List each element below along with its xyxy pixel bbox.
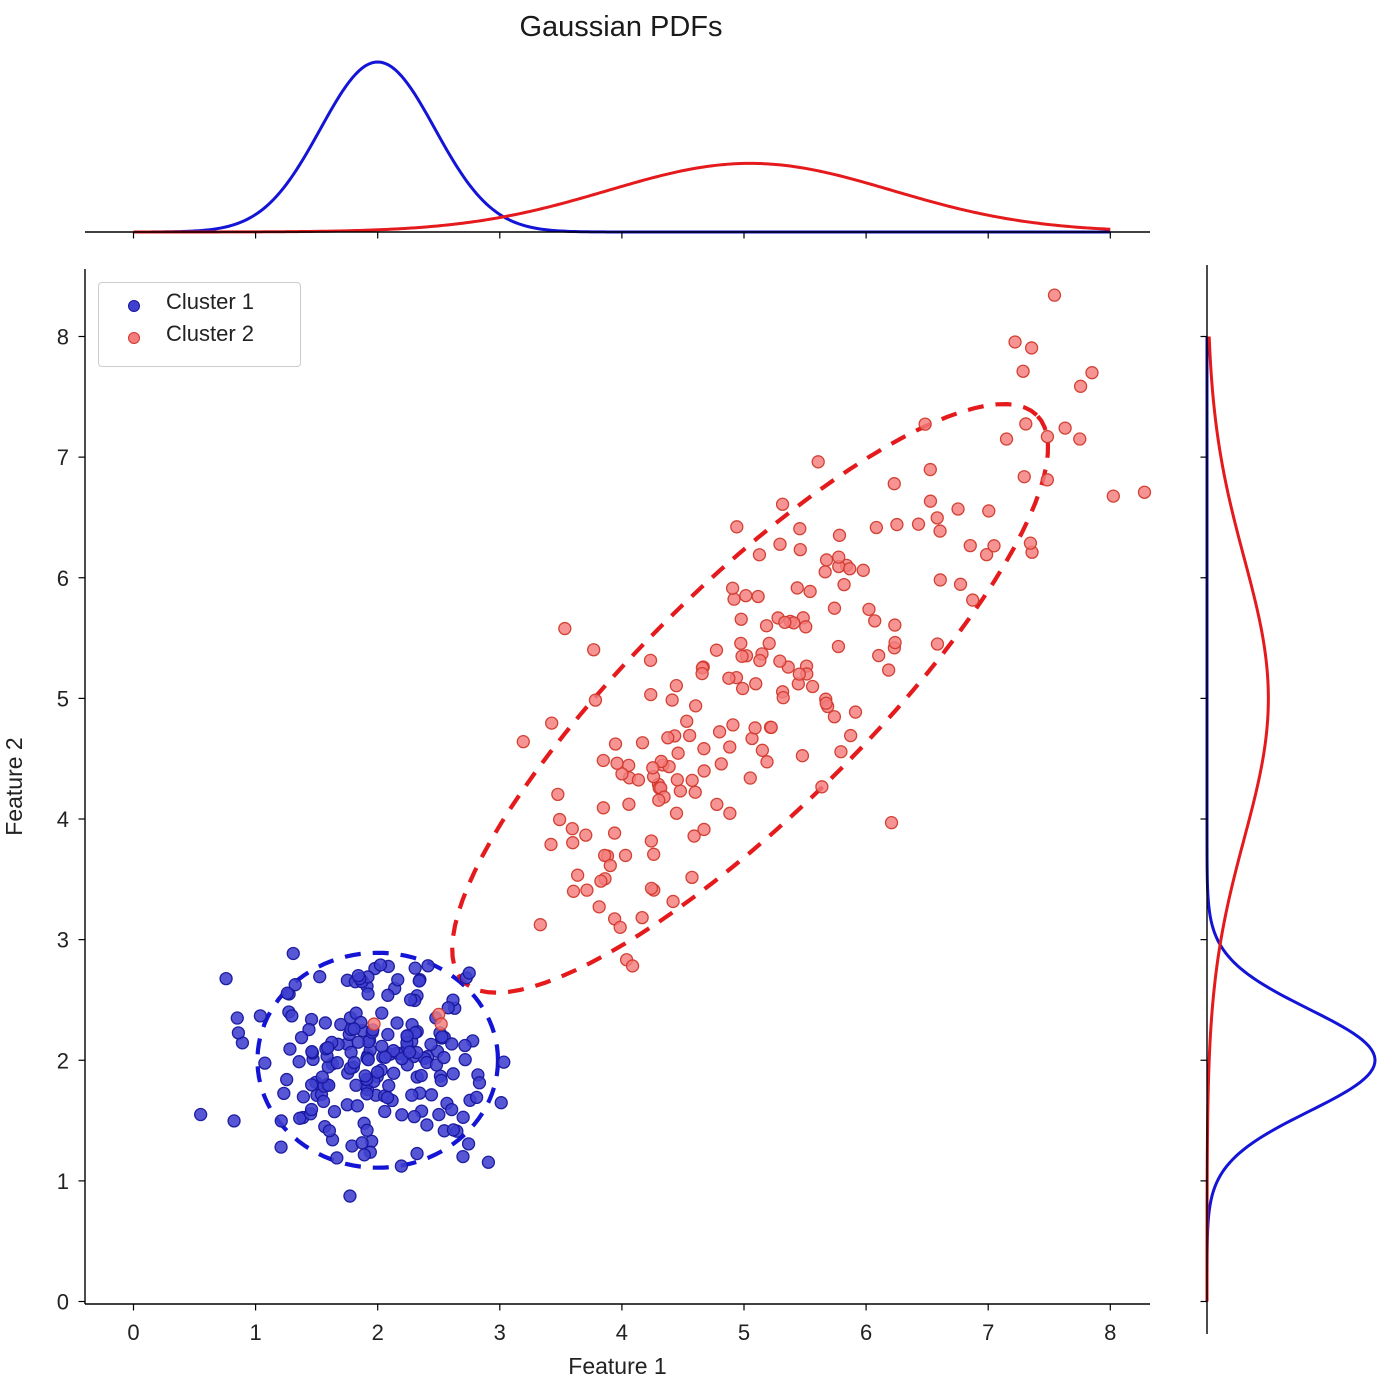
svg-text:Feature 1: Feature 1 [568,1353,666,1379]
svg-text:Gaussian PDFs: Gaussian PDFs [519,11,722,43]
svg-text:4: 4 [57,807,69,832]
svg-text:5: 5 [57,686,69,711]
svg-text:1: 1 [57,1169,69,1194]
svg-text:6: 6 [860,1320,872,1345]
svg-text:8: 8 [1104,1320,1116,1345]
svg-text:8: 8 [57,325,69,350]
svg-text:2: 2 [372,1320,384,1345]
svg-text:6: 6 [57,566,69,591]
svg-text:3: 3 [494,1320,506,1345]
svg-text:3: 3 [57,928,69,953]
svg-text:0: 0 [57,1290,69,1315]
svg-text:7: 7 [982,1320,994,1345]
svg-text:5: 5 [738,1320,750,1345]
svg-text:Feature 2: Feature 2 [1,737,27,835]
svg-text:4: 4 [616,1320,628,1345]
svg-text:2: 2 [57,1048,69,1073]
svg-text:7: 7 [57,445,69,470]
svg-text:0: 0 [127,1320,139,1345]
svg-text:1: 1 [249,1320,261,1345]
